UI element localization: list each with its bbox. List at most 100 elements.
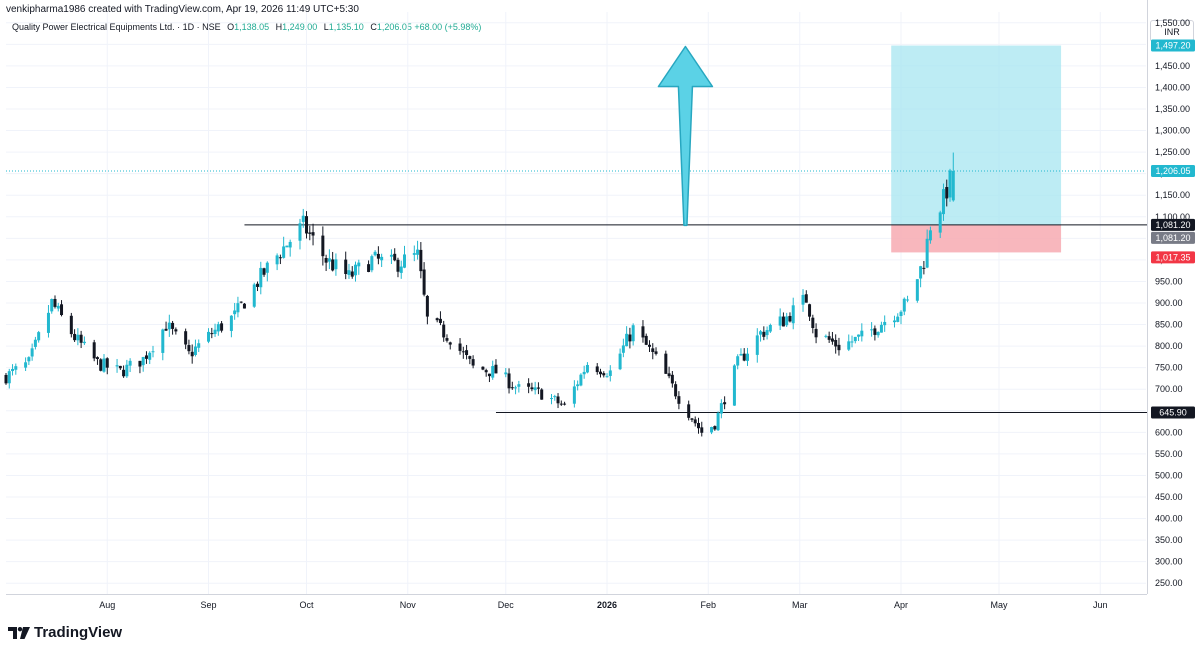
candle [517,380,521,393]
candle [654,347,658,356]
candle-body [576,384,580,387]
price-tick-label: 1,150.00 [1155,190,1190,200]
candle-body [445,338,449,341]
candle-body [115,365,119,367]
candle-body [220,323,224,331]
candle [595,363,599,375]
up-arrow-drawing [657,45,714,227]
price-tick-label: 500.00 [1155,470,1183,480]
candle-body [197,343,201,348]
candle [435,317,439,323]
candle-body [128,360,132,366]
candle-body [193,346,197,355]
candle-body [693,419,697,424]
candle-body [556,396,560,404]
candle-body [628,334,632,342]
candle [631,323,635,346]
candle-body [857,334,861,337]
up-arrow-icon [657,45,714,227]
candle [481,366,485,371]
candle [236,296,240,318]
candle-body [494,364,498,374]
candle-body [651,348,655,352]
candle [585,362,589,374]
tradingview-logo[interactable]: TradingView [8,624,122,641]
candle-body [148,352,152,360]
candle [122,365,126,378]
candle [739,348,743,356]
candle [275,253,279,271]
candle-body [236,303,240,313]
candle-body [207,331,211,342]
candle [651,343,655,360]
candle-body [69,315,73,335]
candle-body [213,329,217,335]
candle [370,254,374,273]
candle-body [354,264,358,276]
candle [896,313,900,323]
support-price-tag: 645.90 [1159,408,1187,418]
candle-body [278,257,282,259]
candle-body [370,256,374,271]
candle-body [151,351,155,353]
price-tick-label: 1,550.00 [1155,18,1190,28]
candle [213,323,217,337]
candle [128,358,132,373]
candle-body [906,299,910,301]
candle [265,261,269,282]
candle-body [759,331,763,335]
candle [507,368,511,394]
candle-body [902,298,906,312]
candle-body [719,403,723,414]
candle-body [79,334,83,343]
candle [184,328,188,350]
candle-body [53,298,57,307]
candle [448,341,452,350]
candle [164,321,168,331]
candle [621,338,625,358]
candle-body [275,255,279,265]
time-tick-label: Sep [201,600,217,610]
candle [308,225,312,241]
candle [494,359,498,374]
candle [925,229,929,269]
candle-body [285,245,289,248]
candle-body [687,404,691,418]
candle-body [700,427,704,433]
candle-body [837,344,841,351]
candle-body [350,271,354,277]
creator-caption: venkipharma1986 created with TradingView… [6,4,359,15]
candle [762,326,766,341]
support-price-tag-bg [1151,406,1195,419]
candle-body [327,258,331,262]
level-price-tag-bg [1151,218,1195,231]
candle-body [331,259,335,271]
candle [879,321,883,333]
time-tick-label: Aug [99,600,115,610]
candle [710,426,714,435]
candle [357,259,361,275]
candle-body [670,374,674,384]
candle [99,358,103,372]
candle-body [239,301,243,303]
symbol-legend: Quality Power Electrical Equipments Ltd.… [12,22,481,32]
candle-body [602,373,606,376]
candle [50,298,54,314]
candle-body [830,338,834,342]
candle [598,368,602,378]
candle [288,239,292,257]
candle-body [256,283,260,287]
candle-body [33,339,37,347]
candle-body [582,371,586,375]
candle [373,250,377,257]
candle-body [559,403,563,405]
candle [298,218,302,250]
candle-body [677,396,681,404]
candle [282,236,286,259]
candle-body [481,366,485,370]
symbol-title[interactable]: Quality Power Electrical Equipments Ltd.… [12,22,221,32]
candle [938,210,942,239]
open-value: 1,138.05 [234,22,270,32]
candle-body [438,318,442,323]
